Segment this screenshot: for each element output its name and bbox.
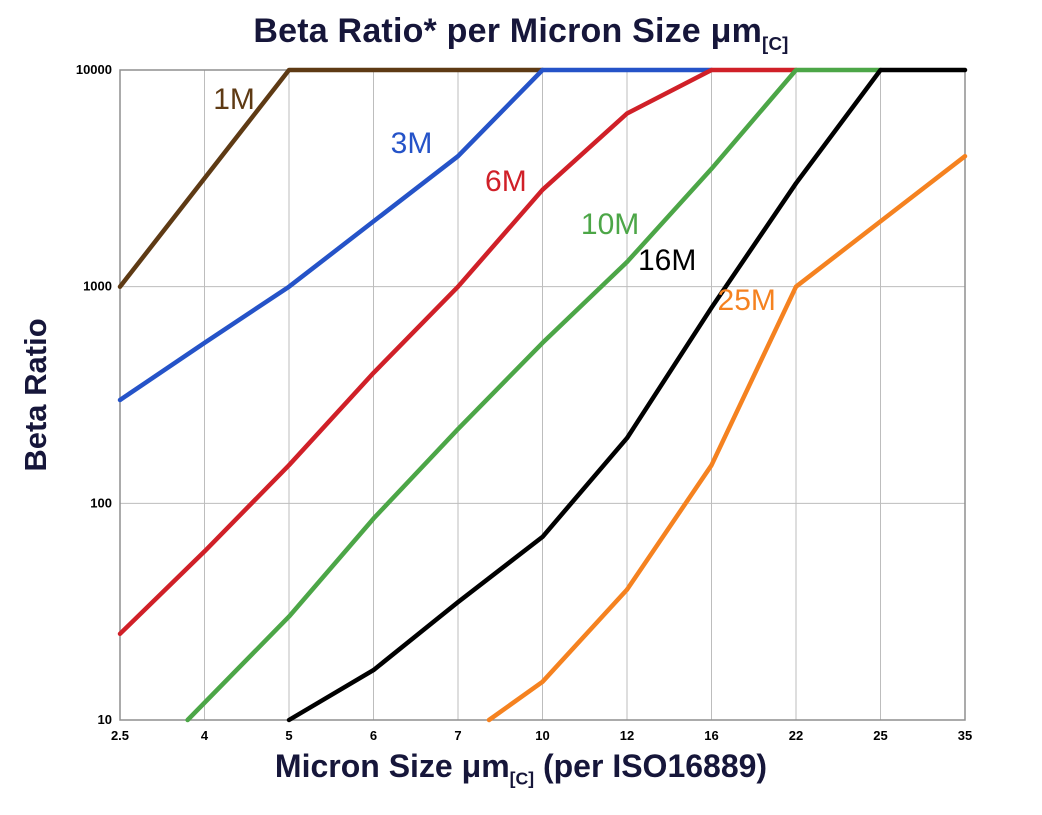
x-tick-label: 35 — [958, 728, 972, 743]
x-axis-title: Micron Size μm[C] (per ISO16889) — [0, 748, 1042, 789]
series-line-25M — [486, 153, 968, 723]
chart-title: Beta Ratio* per Micron Size μm[C] — [0, 12, 1042, 55]
series-label-16M: 16M — [638, 244, 696, 277]
series-line-1M — [117, 67, 545, 289]
chart-title-subscript: [C] — [762, 32, 789, 54]
y-axis-title: Beta Ratio — [18, 318, 53, 472]
chart-title-text: Beta Ratio* per Micron Size μm — [253, 12, 763, 50]
series-line-3M — [117, 67, 714, 403]
y-tick-label: 10000 — [76, 62, 112, 77]
x-tick-label: 2.5 — [111, 728, 129, 743]
series-line-6M — [117, 67, 799, 637]
series-label-3M: 3M — [391, 127, 433, 160]
series-label-6M: 6M — [485, 165, 527, 198]
y-tick-label: 10 — [98, 712, 112, 727]
x-tick-label: 6 — [370, 728, 377, 743]
series-label-10M: 10M — [581, 208, 639, 241]
series-line-10M — [185, 67, 883, 723]
x-tick-label: 4 — [201, 728, 209, 743]
series-line-16M — [286, 67, 968, 723]
series-label-25M: 25M — [718, 284, 776, 317]
x-tick-label: 10 — [535, 728, 549, 743]
x-axis-title-subscript: [C] — [509, 768, 535, 789]
series-label-1M: 1M — [213, 83, 255, 116]
x-tick-label: 12 — [620, 728, 634, 743]
y-tick-label: 100 — [90, 495, 112, 510]
x-tick-label: 25 — [873, 728, 887, 743]
x-axis-title-text: Micron Size μm — [274, 748, 510, 784]
x-tick-label: 22 — [789, 728, 803, 743]
y-tick-label: 1000 — [83, 279, 112, 294]
x-tick-label: 5 — [285, 728, 292, 743]
x-tick-label: 7 — [454, 728, 461, 743]
x-tick-label: 16 — [704, 728, 718, 743]
x-axis-title-suffix: (per ISO16889) — [534, 748, 768, 784]
